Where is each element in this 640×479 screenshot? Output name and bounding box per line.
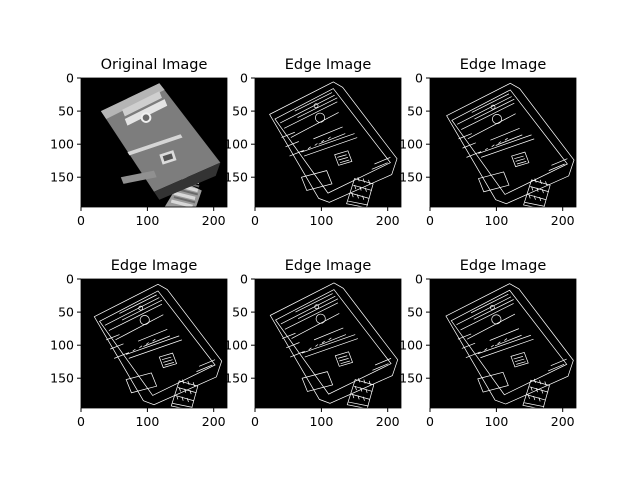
y-tick-label: 50 bbox=[232, 305, 248, 320]
panel-title: Edge Image bbox=[285, 57, 372, 73]
x-tick-label: 0 bbox=[426, 213, 434, 228]
y-tick-label: 0 bbox=[415, 272, 423, 287]
panel-edge-image: Edge Image 0 100 200 0 50 100 150 bbox=[50, 258, 228, 429]
y-tick-label: 100 bbox=[50, 338, 74, 353]
y-tick-label: 100 bbox=[224, 338, 248, 353]
x-tick-label: 200 bbox=[376, 414, 400, 429]
y-axis: 0 50 100 150 bbox=[50, 272, 81, 386]
x-tick-label: 100 bbox=[135, 213, 159, 228]
panel-edge-image: Edge Image 0 100 200 0 50 100 150 bbox=[224, 57, 402, 228]
x-tick-label: 200 bbox=[376, 213, 400, 228]
y-axis: 0 50 100 150 bbox=[50, 71, 81, 185]
panel-edge-image: Edge Image 0 100 200 0 50 100 150 bbox=[399, 57, 577, 228]
x-tick-label: 100 bbox=[484, 414, 508, 429]
y-tick-label: 0 bbox=[240, 272, 248, 287]
panel-title: Edge Image bbox=[460, 258, 547, 274]
edge-image bbox=[430, 78, 576, 207]
panel-edge-image: Edge Image 0 100 200 0 50 100 150 bbox=[224, 258, 402, 429]
x-tick-label: 200 bbox=[202, 213, 226, 228]
y-tick-label: 150 bbox=[50, 371, 74, 386]
panel-edge-image: Edge Image 0 100 200 0 50 100 150 bbox=[399, 258, 577, 429]
x-tick-label: 100 bbox=[309, 414, 333, 429]
edge-image bbox=[255, 78, 401, 207]
y-tick-label: 100 bbox=[224, 137, 248, 152]
y-tick-label: 50 bbox=[58, 305, 74, 320]
y-tick-label: 50 bbox=[407, 104, 423, 119]
x-axis: 0 100 200 bbox=[426, 408, 575, 429]
edge-image bbox=[255, 279, 401, 408]
y-axis: 0 50 100 150 bbox=[224, 272, 255, 386]
panel-title: Edge Image bbox=[460, 57, 547, 73]
x-tick-label: 100 bbox=[309, 213, 333, 228]
y-tick-label: 100 bbox=[399, 137, 423, 152]
edge-image bbox=[430, 279, 576, 408]
x-axis: 0 100 200 bbox=[251, 408, 400, 429]
edge-image bbox=[81, 279, 227, 408]
panel-title: Original Image bbox=[101, 57, 208, 73]
panel-title: Edge Image bbox=[285, 258, 372, 274]
y-tick-label: 0 bbox=[66, 272, 74, 287]
panel-title: Edge Image bbox=[111, 258, 198, 274]
x-tick-label: 100 bbox=[484, 213, 508, 228]
y-tick-label: 50 bbox=[407, 305, 423, 320]
x-tick-label: 0 bbox=[251, 213, 259, 228]
y-tick-label: 100 bbox=[399, 338, 423, 353]
x-tick-label: 0 bbox=[77, 414, 85, 429]
x-tick-label: 200 bbox=[202, 414, 226, 429]
y-tick-label: 100 bbox=[50, 137, 74, 152]
y-tick-label: 0 bbox=[240, 71, 248, 86]
y-tick-label: 150 bbox=[50, 170, 74, 185]
y-tick-label: 150 bbox=[399, 170, 423, 185]
x-axis: 0 100 200 bbox=[426, 207, 575, 228]
y-tick-label: 150 bbox=[224, 170, 248, 185]
x-tick-label: 0 bbox=[426, 414, 434, 429]
y-tick-label: 0 bbox=[66, 71, 74, 86]
x-tick-label: 200 bbox=[551, 213, 575, 228]
x-axis: 0 100 200 bbox=[251, 207, 400, 228]
x-tick-label: 0 bbox=[77, 213, 85, 228]
panel-original-image: Original Image 0 100 200 0 50 100 150 bbox=[50, 57, 228, 228]
y-axis: 0 50 100 150 bbox=[224, 71, 255, 185]
y-tick-label: 50 bbox=[232, 104, 248, 119]
x-axis: 0 100 200 bbox=[77, 207, 226, 228]
y-tick-label: 150 bbox=[224, 371, 248, 386]
x-tick-label: 0 bbox=[251, 414, 259, 429]
y-tick-label: 50 bbox=[58, 104, 74, 119]
y-axis: 0 50 100 150 bbox=[399, 71, 430, 185]
y-tick-label: 150 bbox=[399, 371, 423, 386]
x-tick-label: 100 bbox=[135, 414, 159, 429]
x-tick-label: 200 bbox=[551, 414, 575, 429]
original-image bbox=[81, 78, 227, 207]
x-axis: 0 100 200 bbox=[77, 408, 226, 429]
y-tick-label: 0 bbox=[415, 71, 423, 86]
y-axis: 0 50 100 150 bbox=[399, 272, 430, 386]
